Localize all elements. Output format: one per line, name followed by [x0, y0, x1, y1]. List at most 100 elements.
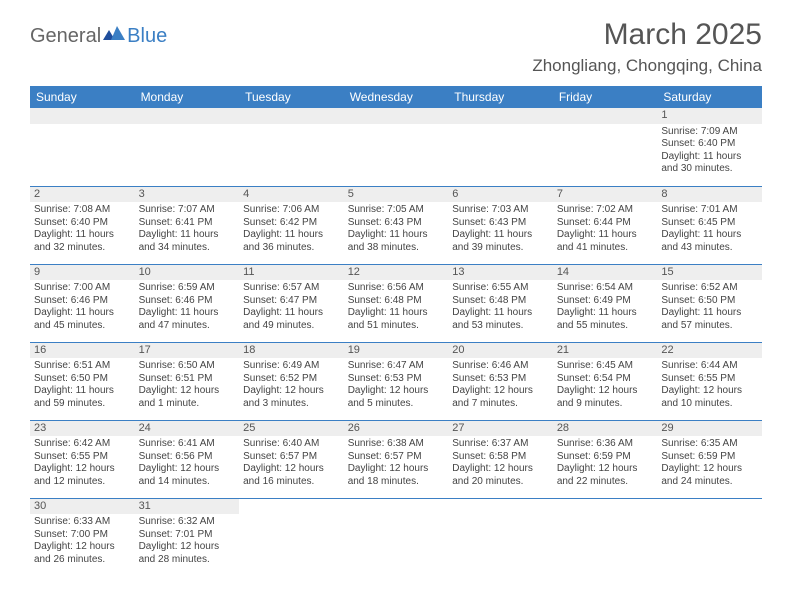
day-daylight2: and 43 minutes.	[661, 242, 758, 255]
logo-text-general: General	[30, 25, 101, 48]
day-daylight1: Daylight: 11 hours	[34, 385, 131, 398]
calendar-day-cell: 3Sunrise: 7:07 AMSunset: 6:41 PMDaylight…	[135, 186, 240, 264]
day-sunset: Sunset: 6:50 PM	[661, 295, 758, 308]
calendar-day-cell: 23Sunrise: 6:42 AMSunset: 6:55 PMDayligh…	[30, 420, 135, 498]
calendar-day-cell: 13Sunrise: 6:55 AMSunset: 6:48 PMDayligh…	[448, 264, 553, 342]
calendar-day-cell	[239, 108, 344, 186]
day-number: 18	[239, 343, 344, 359]
day-number: 23	[30, 421, 135, 437]
day-sunset: Sunset: 7:01 PM	[139, 529, 236, 542]
calendar-day-cell: 11Sunrise: 6:57 AMSunset: 6:47 PMDayligh…	[239, 264, 344, 342]
day-sunset: Sunset: 6:53 PM	[452, 373, 549, 386]
day-sunset: Sunset: 6:42 PM	[243, 217, 340, 230]
day-daylight1: Daylight: 12 hours	[348, 463, 445, 476]
weekday-header-row: Sunday Monday Tuesday Wednesday Thursday…	[30, 86, 762, 108]
day-daylight1: Daylight: 11 hours	[243, 307, 340, 320]
day-number: 28	[553, 421, 658, 437]
calendar-day-cell	[30, 108, 135, 186]
day-daylight2: and 10 minutes.	[661, 398, 758, 411]
day-sunset: Sunset: 6:40 PM	[661, 138, 758, 151]
day-sunrise: Sunrise: 7:02 AM	[557, 204, 654, 217]
day-sunrise: Sunrise: 6:42 AM	[34, 438, 131, 451]
day-sunrise: Sunrise: 6:56 AM	[348, 282, 445, 295]
day-daylight2: and 38 minutes.	[348, 242, 445, 255]
day-daylight2: and 30 minutes.	[661, 163, 758, 176]
calendar-day-cell: 9Sunrise: 7:00 AMSunset: 6:46 PMDaylight…	[30, 264, 135, 342]
calendar-day-cell	[657, 498, 762, 576]
day-daylight1: Daylight: 11 hours	[348, 307, 445, 320]
day-sunrise: Sunrise: 6:47 AM	[348, 360, 445, 373]
day-sunset: Sunset: 6:46 PM	[34, 295, 131, 308]
day-daylight2: and 34 minutes.	[139, 242, 236, 255]
day-daylight2: and 14 minutes.	[139, 476, 236, 489]
day-number: 8	[657, 187, 762, 203]
day-sunset: Sunset: 6:52 PM	[243, 373, 340, 386]
day-daylight1: Daylight: 12 hours	[139, 463, 236, 476]
day-daylight2: and 51 minutes.	[348, 320, 445, 333]
day-daylight1: Daylight: 11 hours	[661, 151, 758, 164]
day-number: 10	[135, 265, 240, 281]
logo: General Blue	[30, 24, 167, 48]
day-number: 15	[657, 265, 762, 281]
day-number: 11	[239, 265, 344, 281]
day-number: 6	[448, 187, 553, 203]
calendar-day-cell: 1Sunrise: 7:09 AMSunset: 6:40 PMDaylight…	[657, 108, 762, 186]
day-number: 27	[448, 421, 553, 437]
day-sunrise: Sunrise: 6:40 AM	[243, 438, 340, 451]
day-sunset: Sunset: 6:57 PM	[348, 451, 445, 464]
calendar-day-cell	[553, 108, 658, 186]
day-number: 22	[657, 343, 762, 359]
day-number: 2	[30, 187, 135, 203]
day-daylight1: Daylight: 12 hours	[557, 385, 654, 398]
day-sunrise: Sunrise: 6:52 AM	[661, 282, 758, 295]
day-daylight1: Daylight: 11 hours	[34, 307, 131, 320]
day-daylight1: Daylight: 12 hours	[348, 385, 445, 398]
day-daylight1: Daylight: 11 hours	[348, 229, 445, 242]
calendar-day-cell: 29Sunrise: 6:35 AMSunset: 6:59 PMDayligh…	[657, 420, 762, 498]
header: General Blue March 2025 Zhongliang, Chon…	[30, 18, 762, 76]
day-sunset: Sunset: 6:45 PM	[661, 217, 758, 230]
calendar-day-cell: 16Sunrise: 6:51 AMSunset: 6:50 PMDayligh…	[30, 342, 135, 420]
day-sunrise: Sunrise: 6:55 AM	[452, 282, 549, 295]
day-sunset: Sunset: 6:53 PM	[348, 373, 445, 386]
day-number: 12	[344, 265, 449, 281]
day-sunset: Sunset: 6:41 PM	[139, 217, 236, 230]
day-number: 5	[344, 187, 449, 203]
day-daylight2: and 7 minutes.	[452, 398, 549, 411]
calendar-day-cell	[448, 498, 553, 576]
day-sunset: Sunset: 6:49 PM	[557, 295, 654, 308]
day-sunrise: Sunrise: 7:03 AM	[452, 204, 549, 217]
calendar-day-cell	[344, 498, 449, 576]
day-sunset: Sunset: 6:46 PM	[139, 295, 236, 308]
day-number: 20	[448, 343, 553, 359]
calendar-day-cell: 12Sunrise: 6:56 AMSunset: 6:48 PMDayligh…	[344, 264, 449, 342]
day-sunset: Sunset: 7:00 PM	[34, 529, 131, 542]
day-sunset: Sunset: 6:55 PM	[661, 373, 758, 386]
day-daylight2: and 53 minutes.	[452, 320, 549, 333]
calendar-day-cell: 7Sunrise: 7:02 AMSunset: 6:44 PMDaylight…	[553, 186, 658, 264]
calendar-week-row: 16Sunrise: 6:51 AMSunset: 6:50 PMDayligh…	[30, 342, 762, 420]
calendar-day-cell: 15Sunrise: 6:52 AMSunset: 6:50 PMDayligh…	[657, 264, 762, 342]
calendar-day-cell: 8Sunrise: 7:01 AMSunset: 6:45 PMDaylight…	[657, 186, 762, 264]
logo-text-blue: Blue	[127, 25, 167, 48]
day-number: 7	[553, 187, 658, 203]
day-daylight1: Daylight: 11 hours	[243, 229, 340, 242]
day-sunrise: Sunrise: 7:09 AM	[661, 126, 758, 139]
day-sunrise: Sunrise: 6:59 AM	[139, 282, 236, 295]
day-daylight2: and 57 minutes.	[661, 320, 758, 333]
day-daylight1: Daylight: 11 hours	[452, 229, 549, 242]
calendar-day-cell	[344, 108, 449, 186]
title-block: March 2025 Zhongliang, Chongqing, China	[532, 18, 762, 76]
calendar-day-cell: 4Sunrise: 7:06 AMSunset: 6:42 PMDaylight…	[239, 186, 344, 264]
calendar-day-cell: 27Sunrise: 6:37 AMSunset: 6:58 PMDayligh…	[448, 420, 553, 498]
day-sunrise: Sunrise: 7:07 AM	[139, 204, 236, 217]
calendar-day-cell	[553, 498, 658, 576]
calendar-week-row: 9Sunrise: 7:00 AMSunset: 6:46 PMDaylight…	[30, 264, 762, 342]
calendar-day-cell: 25Sunrise: 6:40 AMSunset: 6:57 PMDayligh…	[239, 420, 344, 498]
calendar-day-cell: 31Sunrise: 6:32 AMSunset: 7:01 PMDayligh…	[135, 498, 240, 576]
day-daylight1: Daylight: 12 hours	[452, 463, 549, 476]
calendar-table: Sunday Monday Tuesday Wednesday Thursday…	[30, 86, 762, 576]
day-daylight1: Daylight: 11 hours	[452, 307, 549, 320]
day-number: 25	[239, 421, 344, 437]
day-sunrise: Sunrise: 6:51 AM	[34, 360, 131, 373]
